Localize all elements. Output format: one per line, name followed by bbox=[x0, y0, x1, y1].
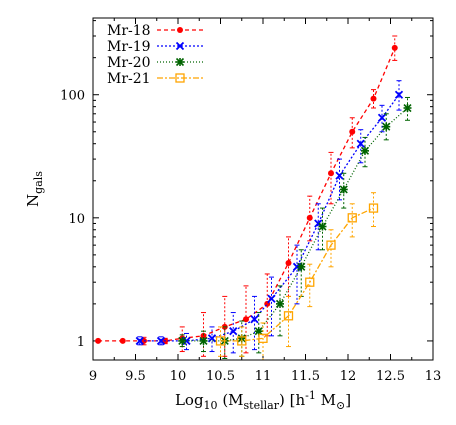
data-point bbox=[95, 337, 102, 344]
data-point bbox=[119, 337, 126, 344]
data-point bbox=[285, 259, 292, 266]
legend-label: Mr-19 bbox=[107, 39, 151, 55]
data-point bbox=[175, 41, 185, 51]
data-point bbox=[156, 336, 166, 346]
data-point bbox=[175, 73, 185, 83]
data-point bbox=[175, 57, 185, 67]
legend-label: Mr-20 bbox=[107, 55, 151, 71]
data-point bbox=[200, 332, 207, 339]
y-tick-label: 100 bbox=[60, 89, 85, 104]
series-line bbox=[98, 47, 396, 342]
data-point bbox=[382, 122, 391, 131]
data-point bbox=[347, 213, 357, 223]
x-tick-label: 12 bbox=[340, 369, 357, 384]
x-tick-label: 11.5 bbox=[291, 369, 320, 384]
data-point bbox=[368, 203, 379, 213]
data-point bbox=[283, 311, 294, 321]
x-tick-label: 9 bbox=[89, 369, 97, 384]
y-tick-label: 1 bbox=[77, 335, 85, 350]
data-point bbox=[199, 336, 208, 345]
data-point bbox=[267, 294, 276, 303]
data-point bbox=[258, 333, 268, 343]
data-point bbox=[403, 103, 412, 113]
y-axis-label: Ngals bbox=[24, 171, 45, 207]
data-point bbox=[177, 27, 183, 33]
legend-label: Mr-21 bbox=[107, 71, 151, 87]
x-axis-label: Log10 (Mstellar) [h-1 M⊙] bbox=[175, 389, 351, 412]
data-point bbox=[370, 95, 377, 102]
series-mr-19 bbox=[135, 80, 404, 354]
data-point bbox=[394, 90, 404, 99]
x-tick-label: 10.5 bbox=[206, 369, 235, 384]
data-point bbox=[318, 222, 327, 231]
data-point bbox=[250, 315, 259, 324]
data-point bbox=[215, 336, 226, 346]
series-mr-20 bbox=[178, 96, 412, 359]
data-point bbox=[178, 336, 187, 345]
data-point bbox=[305, 277, 315, 287]
data-point bbox=[326, 240, 336, 250]
data-point bbox=[339, 185, 348, 194]
legend-label: Mr-18 bbox=[107, 23, 151, 39]
data-point bbox=[243, 316, 249, 323]
x-tick-label: 10 bbox=[170, 369, 187, 384]
data-point bbox=[229, 327, 238, 336]
series-layer bbox=[95, 35, 412, 361]
plot-frame bbox=[92, 17, 434, 361]
data-point bbox=[349, 128, 356, 135]
x-tick-label: 9.5 bbox=[125, 369, 146, 384]
y-tick-label: 10 bbox=[68, 212, 85, 227]
data-point bbox=[306, 214, 313, 221]
data-point bbox=[328, 170, 334, 177]
x-tick-label: 11 bbox=[255, 369, 272, 384]
data-point bbox=[237, 336, 247, 346]
y-tick-labels: 1 10 100 bbox=[60, 89, 85, 350]
x-tick-labels: 9 9.5 10 10.5 11 11.5 12 12.5 13 bbox=[89, 369, 441, 384]
series-mr-21 bbox=[215, 192, 379, 361]
data-point bbox=[377, 113, 387, 122]
data-point bbox=[391, 44, 398, 51]
data-point bbox=[356, 139, 365, 148]
x-tick-label: 13 bbox=[425, 369, 442, 384]
data-point bbox=[360, 146, 370, 155]
data-point bbox=[297, 262, 306, 271]
data-point bbox=[275, 299, 285, 308]
data-point bbox=[135, 336, 144, 346]
x-tick-label: 12.5 bbox=[376, 369, 405, 384]
